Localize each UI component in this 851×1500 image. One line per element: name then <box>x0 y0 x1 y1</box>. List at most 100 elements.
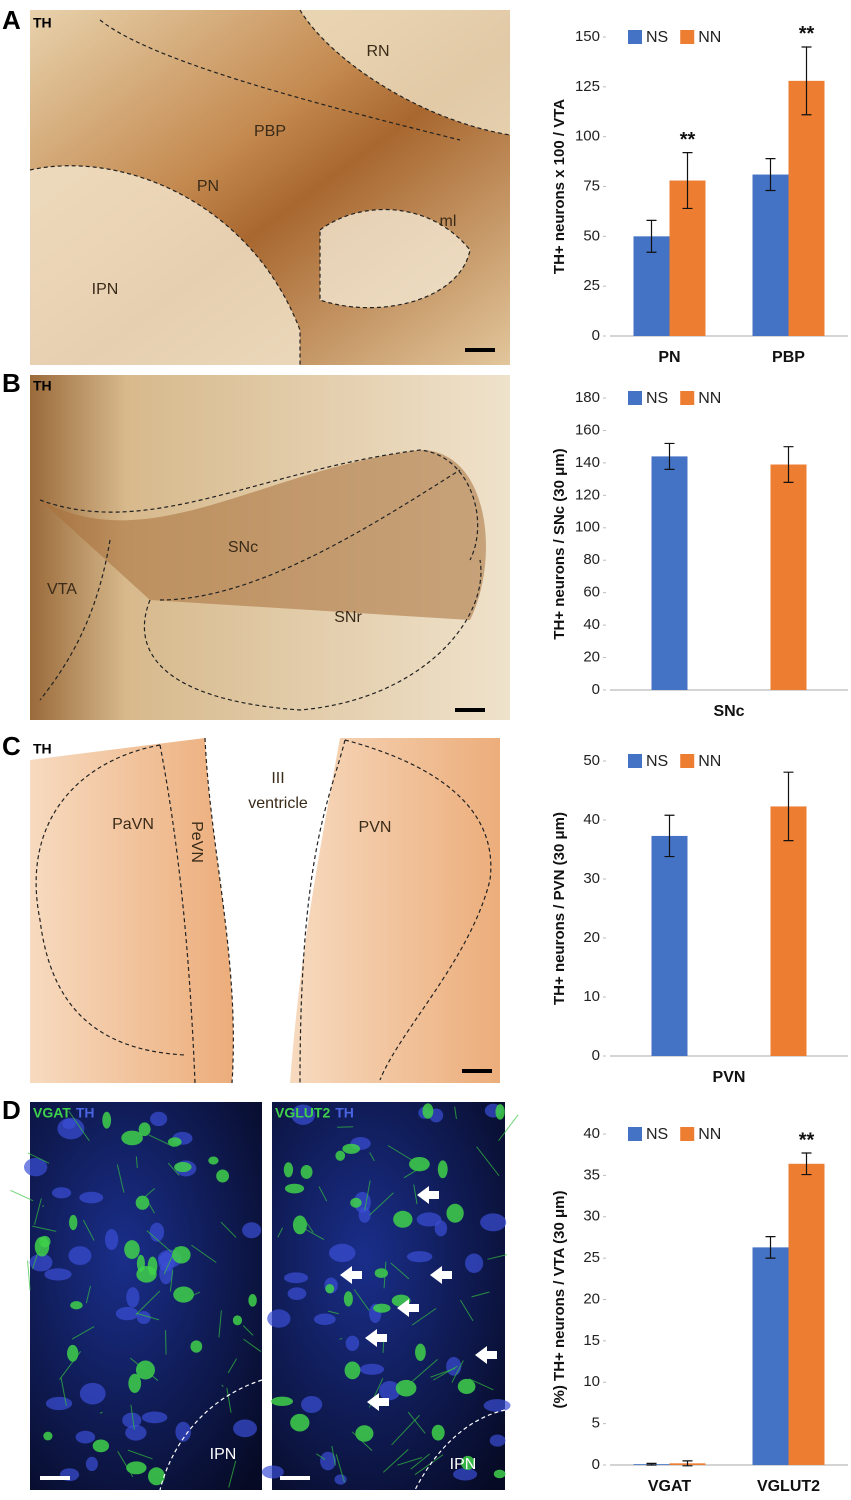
cell <box>138 1122 151 1137</box>
y-tick-label: 25 <box>583 277 600 294</box>
cell <box>395 1379 417 1397</box>
fiber <box>364 1180 371 1211</box>
x-tick-label: PN <box>658 349 680 366</box>
region-label: III <box>271 770 284 787</box>
fiber <box>167 1162 180 1176</box>
error-bar <box>682 1460 693 1467</box>
cell <box>79 1382 106 1405</box>
fiber <box>117 1451 134 1478</box>
fiber <box>318 1186 328 1202</box>
legend-label: NS <box>646 753 668 770</box>
cell <box>350 1197 362 1208</box>
y-axis-label: TH+ neurons x 100 / VTA <box>551 99 568 274</box>
y-tick-label: 50 <box>583 227 600 244</box>
fiber <box>99 1411 103 1414</box>
cell <box>328 1243 356 1263</box>
cell <box>301 1395 323 1414</box>
fiber <box>32 1240 43 1269</box>
region-label: VTA <box>47 581 77 598</box>
cell <box>406 1251 433 1263</box>
region-label: PVN <box>359 819 392 836</box>
cell <box>174 1162 192 1173</box>
error-bar <box>801 46 812 116</box>
cell <box>150 1111 168 1127</box>
cell <box>483 1399 511 1412</box>
error-bar <box>765 1236 776 1259</box>
legend-swatch <box>628 754 642 768</box>
cell <box>334 1474 347 1485</box>
micrograph <box>30 1102 262 1490</box>
fiber <box>82 1219 95 1241</box>
cell <box>355 1425 374 1442</box>
cell <box>416 1212 442 1227</box>
y-tick-label: 30 <box>583 870 600 887</box>
y-tick-label: 15 <box>583 1332 600 1349</box>
fiber <box>351 1431 373 1452</box>
legend-swatch <box>628 1127 642 1141</box>
fiber <box>32 1225 57 1232</box>
fiber <box>397 1457 423 1466</box>
cell <box>271 1396 293 1407</box>
fiber <box>327 1310 339 1315</box>
legend-label: NN <box>698 753 721 770</box>
fiber <box>59 1350 81 1380</box>
y-tick-label: 35 <box>583 1166 600 1183</box>
region-shade <box>30 165 300 365</box>
cell <box>325 1283 335 1294</box>
bar <box>651 456 688 690</box>
fiber <box>476 1146 500 1177</box>
bar <box>752 174 789 336</box>
y-tick-label: 40 <box>583 616 600 633</box>
bar <box>770 806 807 1056</box>
stain-label: TH <box>335 1105 354 1121</box>
fiber <box>498 1114 519 1141</box>
outlines <box>35 737 492 1084</box>
cell <box>493 1469 506 1479</box>
fiber <box>391 1414 420 1446</box>
fiber <box>148 1134 174 1148</box>
fiber <box>331 1445 336 1466</box>
cell <box>489 1434 506 1447</box>
error-bar <box>765 157 776 192</box>
legend-swatch <box>680 391 695 405</box>
fiber <box>411 1307 437 1326</box>
cell <box>85 1456 98 1472</box>
cell <box>290 1413 310 1432</box>
region-label: ventricle <box>248 795 308 812</box>
fiber <box>387 1145 417 1164</box>
cell <box>342 1143 361 1154</box>
cell <box>216 1169 230 1183</box>
cell <box>167 1137 182 1147</box>
cell <box>34 1236 50 1257</box>
cell <box>495 1104 505 1120</box>
cell <box>62 1118 76 1129</box>
cell <box>149 1222 165 1242</box>
cell <box>67 1344 79 1362</box>
cell <box>292 1215 307 1235</box>
fiber <box>430 1367 456 1378</box>
cell <box>126 1461 147 1475</box>
fiber <box>183 1291 201 1301</box>
y-tick-label: 50 <box>583 752 600 769</box>
y-tick-label: 20 <box>583 649 600 666</box>
bar <box>770 464 807 690</box>
error-bar <box>801 1152 812 1176</box>
cell <box>75 1430 96 1444</box>
fiber <box>228 1460 237 1488</box>
micrographs <box>10 9 519 1491</box>
y-tick-label: 75 <box>583 177 600 194</box>
y-tick-label: 125 <box>575 78 600 95</box>
fiber <box>451 1360 464 1383</box>
y-tick-label: 5 <box>592 1415 600 1432</box>
cell <box>393 1210 413 1228</box>
cell <box>104 1228 119 1251</box>
fiber <box>144 1196 155 1214</box>
fiber <box>169 1269 174 1292</box>
y-tick-label: 0 <box>592 1456 600 1473</box>
legend-label: NN <box>698 29 721 46</box>
cell <box>51 1187 72 1199</box>
cell <box>283 1162 294 1178</box>
cell <box>431 1424 445 1441</box>
cell <box>343 1291 353 1307</box>
error-bar <box>682 152 693 210</box>
